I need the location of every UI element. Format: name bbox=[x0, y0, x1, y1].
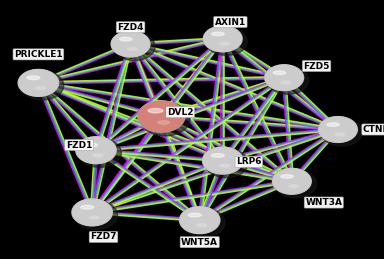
Circle shape bbox=[21, 71, 64, 100]
Circle shape bbox=[321, 118, 362, 146]
Text: LRP6: LRP6 bbox=[236, 157, 262, 166]
Circle shape bbox=[275, 170, 316, 198]
Ellipse shape bbox=[35, 87, 45, 89]
Circle shape bbox=[72, 199, 112, 226]
Ellipse shape bbox=[93, 154, 103, 157]
Ellipse shape bbox=[119, 37, 132, 41]
Circle shape bbox=[18, 69, 58, 96]
Ellipse shape bbox=[289, 185, 299, 188]
Ellipse shape bbox=[84, 143, 98, 147]
Circle shape bbox=[75, 136, 117, 164]
Ellipse shape bbox=[335, 133, 345, 136]
Ellipse shape bbox=[197, 224, 207, 227]
Text: AXIN1: AXIN1 bbox=[215, 18, 246, 26]
Text: DVL2: DVL2 bbox=[167, 108, 194, 117]
Circle shape bbox=[202, 25, 243, 52]
Text: PRICKLE1: PRICKLE1 bbox=[14, 50, 63, 59]
Ellipse shape bbox=[148, 109, 163, 113]
Text: FZD4: FZD4 bbox=[117, 23, 144, 32]
Circle shape bbox=[17, 69, 60, 97]
Circle shape bbox=[137, 100, 185, 133]
Circle shape bbox=[265, 65, 303, 91]
Circle shape bbox=[273, 168, 311, 194]
Circle shape bbox=[76, 137, 116, 164]
Ellipse shape bbox=[327, 123, 339, 126]
Ellipse shape bbox=[27, 76, 40, 80]
Circle shape bbox=[78, 138, 121, 167]
Text: WNT3A: WNT3A bbox=[305, 198, 342, 207]
Circle shape bbox=[204, 26, 242, 52]
Circle shape bbox=[179, 206, 221, 234]
Text: FZD7: FZD7 bbox=[90, 233, 117, 241]
Text: WNT5A: WNT5A bbox=[181, 238, 218, 247]
Circle shape bbox=[319, 117, 357, 142]
Circle shape bbox=[140, 102, 190, 136]
Circle shape bbox=[318, 116, 358, 143]
Circle shape bbox=[71, 198, 113, 227]
Circle shape bbox=[74, 200, 118, 229]
Ellipse shape bbox=[211, 154, 224, 157]
Circle shape bbox=[267, 66, 309, 94]
Circle shape bbox=[111, 31, 150, 57]
Circle shape bbox=[203, 147, 243, 174]
Ellipse shape bbox=[281, 81, 291, 84]
Ellipse shape bbox=[220, 164, 230, 167]
Ellipse shape bbox=[81, 205, 94, 209]
Ellipse shape bbox=[212, 32, 224, 36]
Circle shape bbox=[205, 149, 248, 178]
Ellipse shape bbox=[158, 121, 169, 124]
Circle shape bbox=[272, 168, 312, 195]
Circle shape bbox=[202, 146, 244, 175]
Ellipse shape bbox=[188, 213, 201, 217]
Circle shape bbox=[180, 207, 220, 234]
Text: CTNNB1: CTNNB1 bbox=[363, 125, 384, 134]
Ellipse shape bbox=[220, 42, 229, 45]
Text: FZD5: FZD5 bbox=[303, 62, 330, 70]
Circle shape bbox=[111, 31, 151, 58]
Circle shape bbox=[182, 208, 225, 237]
Circle shape bbox=[138, 101, 184, 132]
Ellipse shape bbox=[281, 175, 293, 178]
Ellipse shape bbox=[273, 71, 286, 75]
Ellipse shape bbox=[127, 48, 137, 50]
Circle shape bbox=[264, 64, 304, 91]
Text: FZD1: FZD1 bbox=[66, 141, 92, 149]
Circle shape bbox=[206, 27, 247, 55]
Ellipse shape bbox=[89, 216, 99, 219]
Circle shape bbox=[114, 33, 155, 61]
